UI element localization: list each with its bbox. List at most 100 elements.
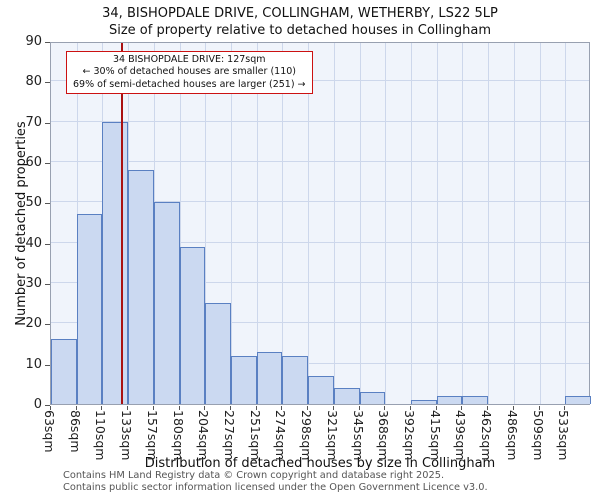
y-axis-label: Number of detached properties bbox=[14, 121, 29, 326]
x-tick-mark bbox=[538, 406, 540, 410]
bar bbox=[205, 303, 231, 404]
x-tick-mark bbox=[204, 406, 206, 410]
v-gridline bbox=[411, 43, 412, 404]
y-tick-mark bbox=[45, 284, 50, 285]
x-tick-mark bbox=[461, 406, 463, 410]
x-tick-mark bbox=[178, 406, 180, 410]
x-tick-mark bbox=[101, 406, 103, 410]
x-tick-label: 110sqm bbox=[93, 410, 109, 461]
bar bbox=[565, 395, 591, 404]
bar bbox=[153, 202, 180, 404]
y-tick-mark bbox=[45, 42, 50, 43]
chart-title: 34, BISHOPDALE DRIVE, COLLINGHAM, WETHER… bbox=[102, 6, 498, 21]
x-tick-label: 415sqm bbox=[427, 410, 443, 461]
x-tick-label: 157sqm bbox=[144, 410, 160, 461]
bar bbox=[462, 395, 489, 404]
v-gridline bbox=[179, 43, 181, 404]
bar bbox=[282, 355, 309, 404]
x-tick-mark bbox=[230, 406, 231, 410]
h-gridline bbox=[51, 120, 589, 122]
y-tick-label: 80 bbox=[25, 74, 42, 90]
y-tick-mark bbox=[45, 243, 50, 245]
x-tick-label: 204sqm bbox=[196, 410, 212, 461]
x-tick-label: 533sqm bbox=[556, 410, 572, 461]
bar bbox=[179, 246, 206, 404]
x-tick-label: 392sqm bbox=[402, 410, 417, 461]
v-gridline bbox=[256, 43, 258, 404]
h-gridline bbox=[51, 80, 589, 82]
bar bbox=[308, 375, 334, 404]
x-tick-mark bbox=[75, 406, 77, 410]
bar bbox=[231, 355, 257, 404]
y-tick-label: 70 bbox=[25, 114, 42, 130]
v-gridline bbox=[282, 43, 284, 404]
chart-subtitle: Size of property relative to detached ho… bbox=[108, 23, 491, 38]
y-tick-mark bbox=[45, 122, 50, 124]
plot-area: 34 BISHOPDALE DRIVE: 127sqm ← 30% of det… bbox=[50, 42, 591, 405]
x-tick-mark bbox=[512, 406, 514, 410]
x-tick-label: 251sqm bbox=[247, 410, 263, 461]
h-gridline bbox=[51, 241, 589, 243]
bar bbox=[256, 351, 283, 404]
y-tick-mark bbox=[45, 82, 50, 84]
footer: Contains HM Land Registry data © Crown c… bbox=[63, 470, 488, 494]
y-tick-mark bbox=[45, 324, 50, 326]
v-gridline bbox=[436, 43, 438, 404]
y-tick-label: 90 bbox=[25, 34, 42, 49]
v-gridline bbox=[308, 43, 310, 404]
x-tick-label: 63sqm bbox=[42, 410, 57, 453]
y-tick-mark bbox=[45, 203, 50, 205]
x-tick-mark bbox=[332, 406, 334, 410]
y-tick-mark bbox=[45, 163, 50, 164]
y-tick-label: 40 bbox=[25, 235, 42, 251]
y-tick-label: 20 bbox=[25, 316, 42, 332]
v-gridline bbox=[462, 43, 464, 404]
footer-line-2: Contains public sector information licen… bbox=[63, 481, 488, 493]
x-tick-label: 345sqm bbox=[350, 410, 366, 461]
x-tick-label: 133sqm bbox=[119, 410, 135, 461]
x-tick-mark bbox=[50, 406, 51, 410]
y-tick-label: 10 bbox=[25, 356, 42, 372]
x-axis-label: Distribution of detached houses by size … bbox=[144, 456, 496, 471]
v-gridline bbox=[513, 43, 515, 404]
bar bbox=[102, 121, 129, 404]
bar bbox=[128, 170, 154, 404]
h-gridline bbox=[51, 161, 589, 162]
x-tick-mark bbox=[384, 406, 386, 410]
bar bbox=[411, 399, 437, 404]
v-gridline bbox=[205, 43, 207, 404]
v-gridline bbox=[539, 43, 541, 404]
bar bbox=[51, 339, 77, 404]
v-gridline bbox=[231, 43, 232, 404]
x-tick-mark bbox=[307, 406, 309, 410]
x-tick-label: 227sqm bbox=[222, 410, 237, 461]
x-tick-mark bbox=[255, 406, 257, 410]
x-tick-mark bbox=[358, 406, 360, 410]
bar bbox=[359, 391, 386, 404]
y-tick-label: 30 bbox=[25, 276, 42, 291]
y-tick-mark bbox=[45, 364, 50, 366]
annotation-box: 34 BISHOPDALE DRIVE: 127sqm ← 30% of det… bbox=[66, 51, 313, 95]
y-tick-label: 0 bbox=[33, 397, 42, 412]
v-gridline bbox=[359, 43, 361, 404]
bar bbox=[333, 387, 360, 404]
x-tick-label: 486sqm bbox=[504, 410, 520, 461]
x-tick-label: 368sqm bbox=[376, 410, 392, 461]
bar bbox=[436, 395, 463, 404]
x-tick-mark bbox=[487, 406, 489, 410]
h-gridline bbox=[51, 201, 589, 203]
y-tick-mark bbox=[45, 405, 50, 406]
footer-line-1: Contains HM Land Registry data © Crown c… bbox=[63, 470, 445, 481]
property-marker-line bbox=[121, 43, 124, 404]
x-tick-mark bbox=[152, 406, 154, 410]
x-tick-label: 509sqm bbox=[530, 410, 546, 461]
x-tick-label: 462sqm bbox=[479, 410, 495, 461]
x-tick-mark bbox=[435, 406, 437, 410]
v-gridline bbox=[385, 43, 387, 404]
bar bbox=[76, 214, 103, 404]
annotation-line-2: ← 30% of detached houses are smaller (11… bbox=[82, 66, 296, 78]
y-tick-label: 50 bbox=[25, 195, 42, 211]
x-tick-mark bbox=[410, 406, 411, 410]
v-gridline bbox=[333, 43, 335, 404]
h-gridline bbox=[51, 362, 589, 364]
